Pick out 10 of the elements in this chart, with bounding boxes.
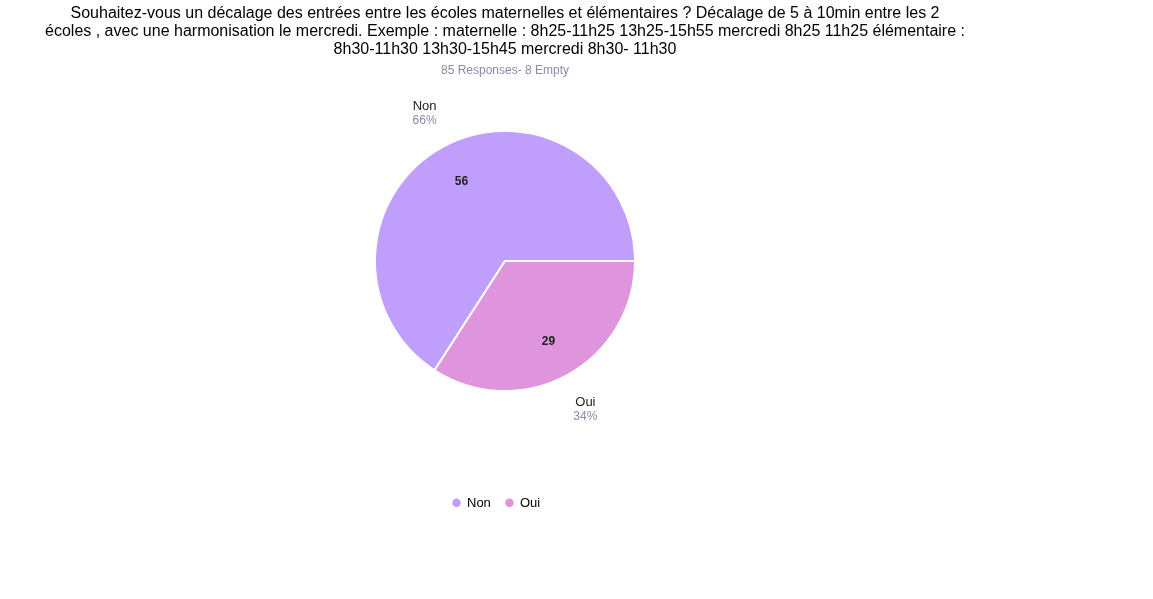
text: 34% bbox=[573, 408, 598, 423]
data-label: 56 bbox=[454, 174, 469, 189]
slice-label: Oui bbox=[575, 393, 596, 409]
chart-title: Souhaitez-vous un décalage des entrées entre les écoles maternelles et élémentaires ? Décalage de 5 à 10min entre les 2 écoles , avec une harmonisation le mercredi. Exemple : maternelle : 8h25-11h25 13h25-15h55 mercredi 8h25 11h25 élémentaire : 8h30-11h30 13h30-15h45 mercredi 8h30- 11h30 bbox=[45, 4, 965, 57]
text: 66% bbox=[412, 113, 437, 128]
data-label: 29 bbox=[541, 333, 556, 348]
legend-label: Non bbox=[467, 494, 491, 510]
chart-subtitle: 85 Responses- 8 Empty bbox=[440, 63, 570, 77]
slice-label: Non bbox=[412, 98, 437, 114]
legend-label: Oui bbox=[520, 494, 541, 510]
